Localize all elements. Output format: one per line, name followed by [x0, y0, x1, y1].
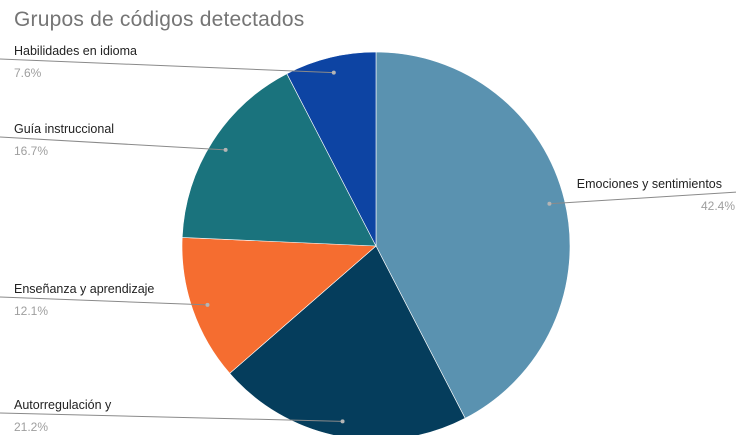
pie-slice-emociones-y-sentimientos [375, 51, 571, 419]
slice-percent-autorregulacion-y: 21.2% [14, 420, 48, 434]
slice-percent-guia-instruccional: 16.7% [14, 144, 48, 158]
pie-slice-habilidades-en-idioma [286, 51, 377, 247]
leader-dot-guia-instruccional [223, 147, 228, 152]
leader-line-habilidades-en-idioma [0, 58, 334, 74]
leader-dot-autorregulacion-y [340, 419, 345, 424]
leader-dot-habilidades-en-idioma [331, 70, 336, 75]
slice-label-habilidades-en-idioma: Habilidades en idioma [14, 44, 137, 58]
slice-percent-emociones-y-sentimientos: 42.4% [701, 199, 735, 213]
slice-label-autorregulacion-y: Autorregulación y [14, 398, 112, 412]
leader-dot-ensenanza-y-aprendizaje [205, 302, 210, 307]
leader-line-guia-instruccional [0, 136, 226, 151]
leader-dot-emociones-y-sentimientos [547, 201, 552, 206]
slice-percent-ensenanza-y-aprendizaje: 12.1% [14, 304, 48, 318]
slice-label-ensenanza-y-aprendizaje: Enseñanza y aprendizaje [14, 282, 154, 296]
leader-line-emociones-y-sentimientos [549, 191, 736, 205]
pie-slice-guia-instruccional [181, 73, 377, 247]
chart-title: Grupos de códigos detectados [14, 8, 305, 31]
pie-slice-autorregulacion-y [229, 245, 466, 435]
leader-line-ensenanza-y-aprendizaje [0, 296, 208, 306]
slice-label-guia-instruccional: Guía instruccional [14, 122, 114, 136]
slice-percent-habilidades-en-idioma: 7.6% [14, 66, 42, 80]
leader-line-autorregulacion-y [0, 412, 343, 422]
slice-label-emociones-y-sentimientos: Emociones y sentimientos [577, 177, 722, 191]
pie-slice-ensenanza-y-aprendizaje [181, 237, 377, 374]
